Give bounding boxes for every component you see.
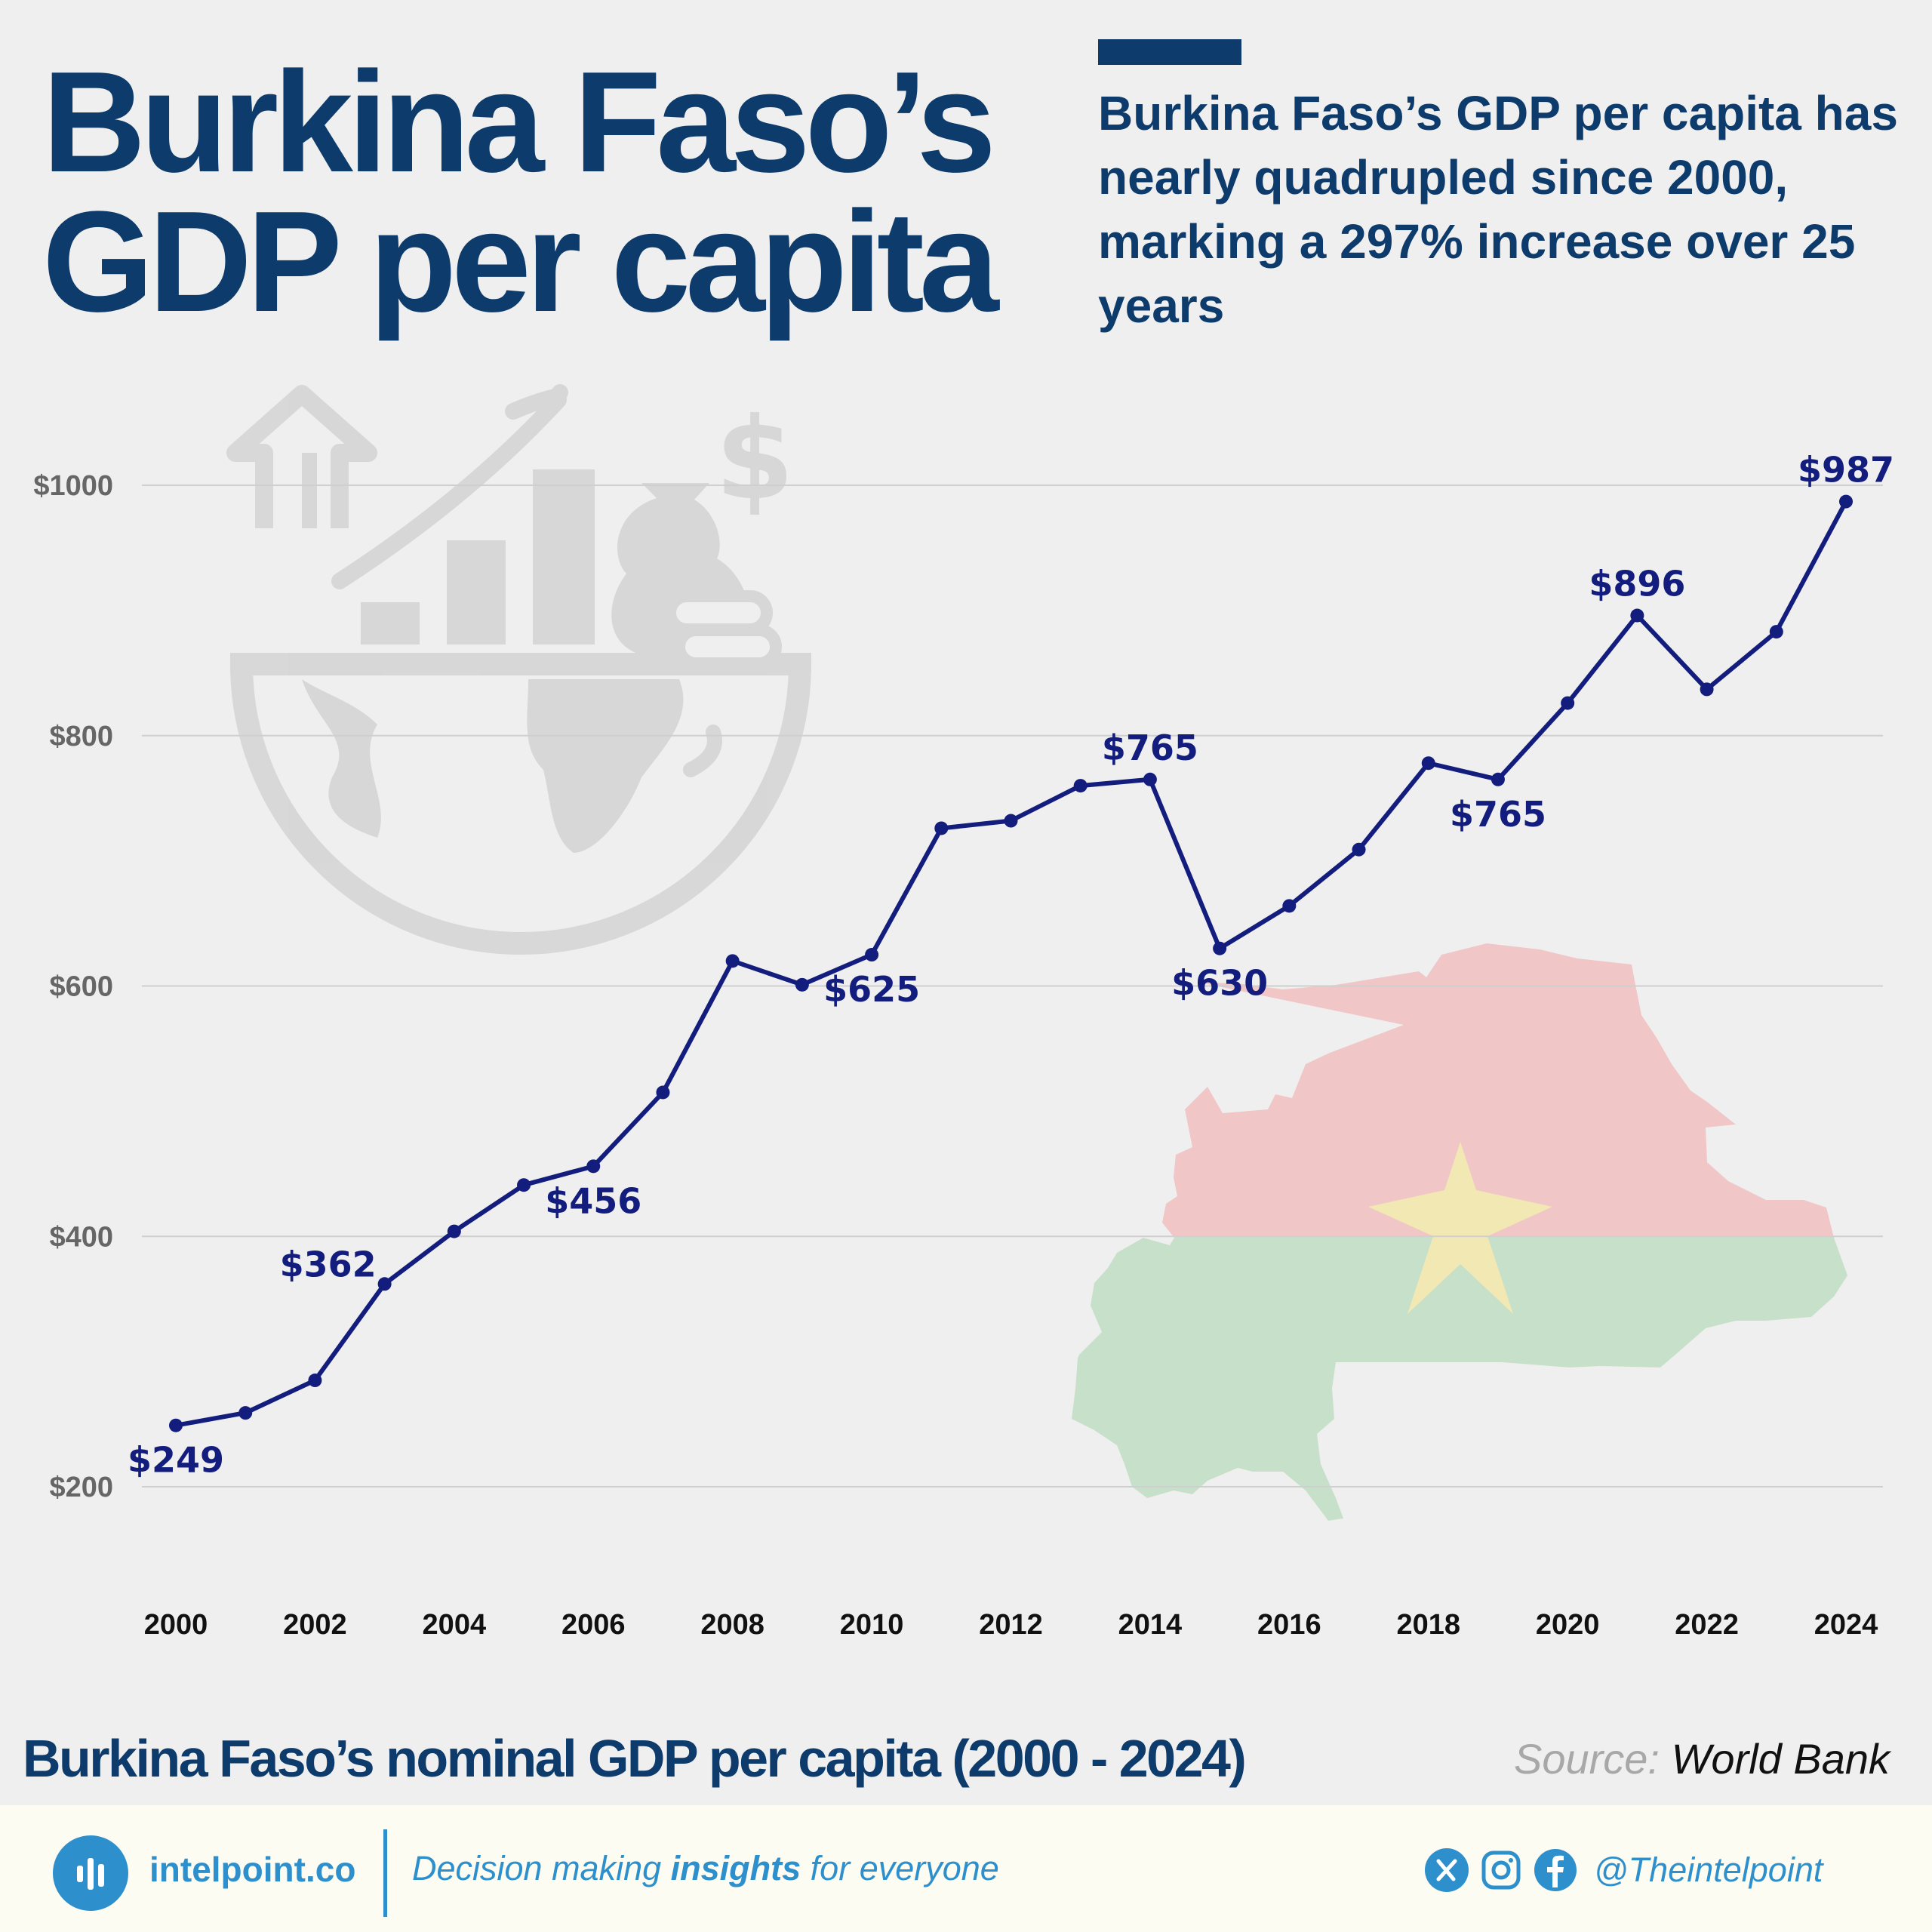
- social-links: @Theintelpoint: [1425, 1840, 1823, 1900]
- x-tick-label: 2014: [1118, 1609, 1183, 1641]
- x-tick-label: 2006: [561, 1609, 626, 1641]
- footer-divider: [383, 1829, 387, 1917]
- data-point: [1073, 779, 1088, 793]
- data-label: $456: [545, 1180, 641, 1221]
- data-point: [1839, 494, 1853, 509]
- x-tick-label: 2002: [283, 1609, 347, 1641]
- x-tick-label: 2016: [1257, 1609, 1321, 1641]
- y-axis: $200 $400 $600 $800 $1000: [33, 470, 113, 1503]
- x-icon[interactable]: [1425, 1848, 1469, 1892]
- brand-name[interactable]: intelpoint.co: [149, 1850, 356, 1889]
- data-point: [1004, 814, 1018, 828]
- subtitle: Burkina Faso’s GDP per capita has nearly…: [1098, 86, 1898, 333]
- data-point: [1213, 941, 1227, 955]
- x-axis: 2000 2002 2004 2006 2008 2010 2012 2014 2016 2018…: [144, 1609, 1878, 1641]
- y-tick-label: $600: [49, 971, 113, 1003]
- footer: intelpoint.co Decision making insights f…: [0, 1805, 1932, 1932]
- logo-icon[interactable]: [53, 1835, 128, 1911]
- accent-bar: [1098, 39, 1241, 65]
- y-tick-label: $1000: [33, 470, 113, 502]
- social-handle[interactable]: @Theintelpoint: [1594, 1850, 1823, 1889]
- source-label: Source:: [1514, 1735, 1660, 1783]
- data-point: [1282, 899, 1297, 913]
- data-label: $765: [1450, 794, 1546, 835]
- data-points: [169, 494, 1853, 1432]
- y-tick-label: $800: [49, 721, 113, 752]
- data-label: $362: [280, 1244, 377, 1284]
- data-point: [169, 1418, 183, 1432]
- data-point: [795, 977, 809, 992]
- data-point: [1421, 756, 1435, 771]
- data-labels: $249 $362 $456 $625 $765 $630 $765 $896 $987: [128, 450, 1894, 1481]
- data-point: [865, 948, 879, 962]
- data-point: [377, 1277, 392, 1291]
- x-tick-label: 2010: [840, 1609, 904, 1641]
- chart-caption: Burkina Faso’s nominal GDP per capita (2…: [23, 1729, 1247, 1788]
- svg-text:$: $: [715, 394, 794, 525]
- line-chart: $ $200 $400 $600 $800 $1000 2000 2002 2004 2006…: [33, 384, 1894, 1641]
- y-tick-label: $400: [49, 1221, 113, 1253]
- data-point: [1561, 696, 1575, 710]
- page-title: Burkina Faso’s GDP per capita: [42, 42, 999, 342]
- data-point: [1630, 608, 1644, 623]
- data-point: [725, 954, 740, 968]
- data-point: [586, 1159, 601, 1174]
- tagline: Decision making insights for everyone: [412, 1849, 999, 1888]
- source-note: Source: World Bank: [1514, 1734, 1890, 1783]
- data-point: [1143, 772, 1157, 786]
- title-line-2: GDP per capita: [42, 182, 999, 342]
- instagram-icon[interactable]: [1479, 1848, 1523, 1892]
- title-line-1: Burkina Faso’s: [42, 42, 996, 202]
- tagline-pre: Decision making: [412, 1849, 671, 1887]
- x-tick-label: 2022: [1675, 1609, 1739, 1641]
- data-point: [308, 1374, 322, 1388]
- data-point: [447, 1224, 461, 1238]
- data-point: [1491, 772, 1505, 786]
- data-label: $625: [823, 969, 920, 1010]
- x-tick-label: 2020: [1536, 1609, 1600, 1641]
- data-label: $765: [1102, 728, 1198, 768]
- tagline-bold: insights: [670, 1849, 801, 1887]
- data-point: [934, 821, 949, 835]
- x-tick-label: 2004: [423, 1609, 487, 1641]
- growth-globe-icon: $: [226, 384, 812, 955]
- data-label: $249: [128, 1440, 224, 1481]
- data-label: $987: [1798, 450, 1894, 491]
- data-point: [656, 1085, 670, 1100]
- x-tick-label: 2000: [144, 1609, 208, 1641]
- data-point: [1352, 842, 1366, 857]
- x-tick-label: 2012: [979, 1609, 1043, 1641]
- source-name: World Bank: [1671, 1735, 1890, 1783]
- x-tick-label: 2024: [1814, 1609, 1878, 1641]
- data-point: [238, 1406, 253, 1420]
- x-tick-label: 2018: [1396, 1609, 1460, 1641]
- data-point: [1700, 682, 1714, 697]
- data-label: $630: [1171, 963, 1268, 1004]
- tagline-post: for everyone: [801, 1849, 999, 1887]
- data-label: $896: [1589, 564, 1685, 605]
- data-point: [1769, 625, 1783, 639]
- x-tick-label: 2008: [700, 1609, 764, 1641]
- data-point: [517, 1178, 531, 1192]
- facebook-icon[interactable]: [1534, 1848, 1577, 1892]
- y-tick-label: $200: [49, 1472, 113, 1503]
- chart-gridlines: [142, 485, 1883, 1487]
